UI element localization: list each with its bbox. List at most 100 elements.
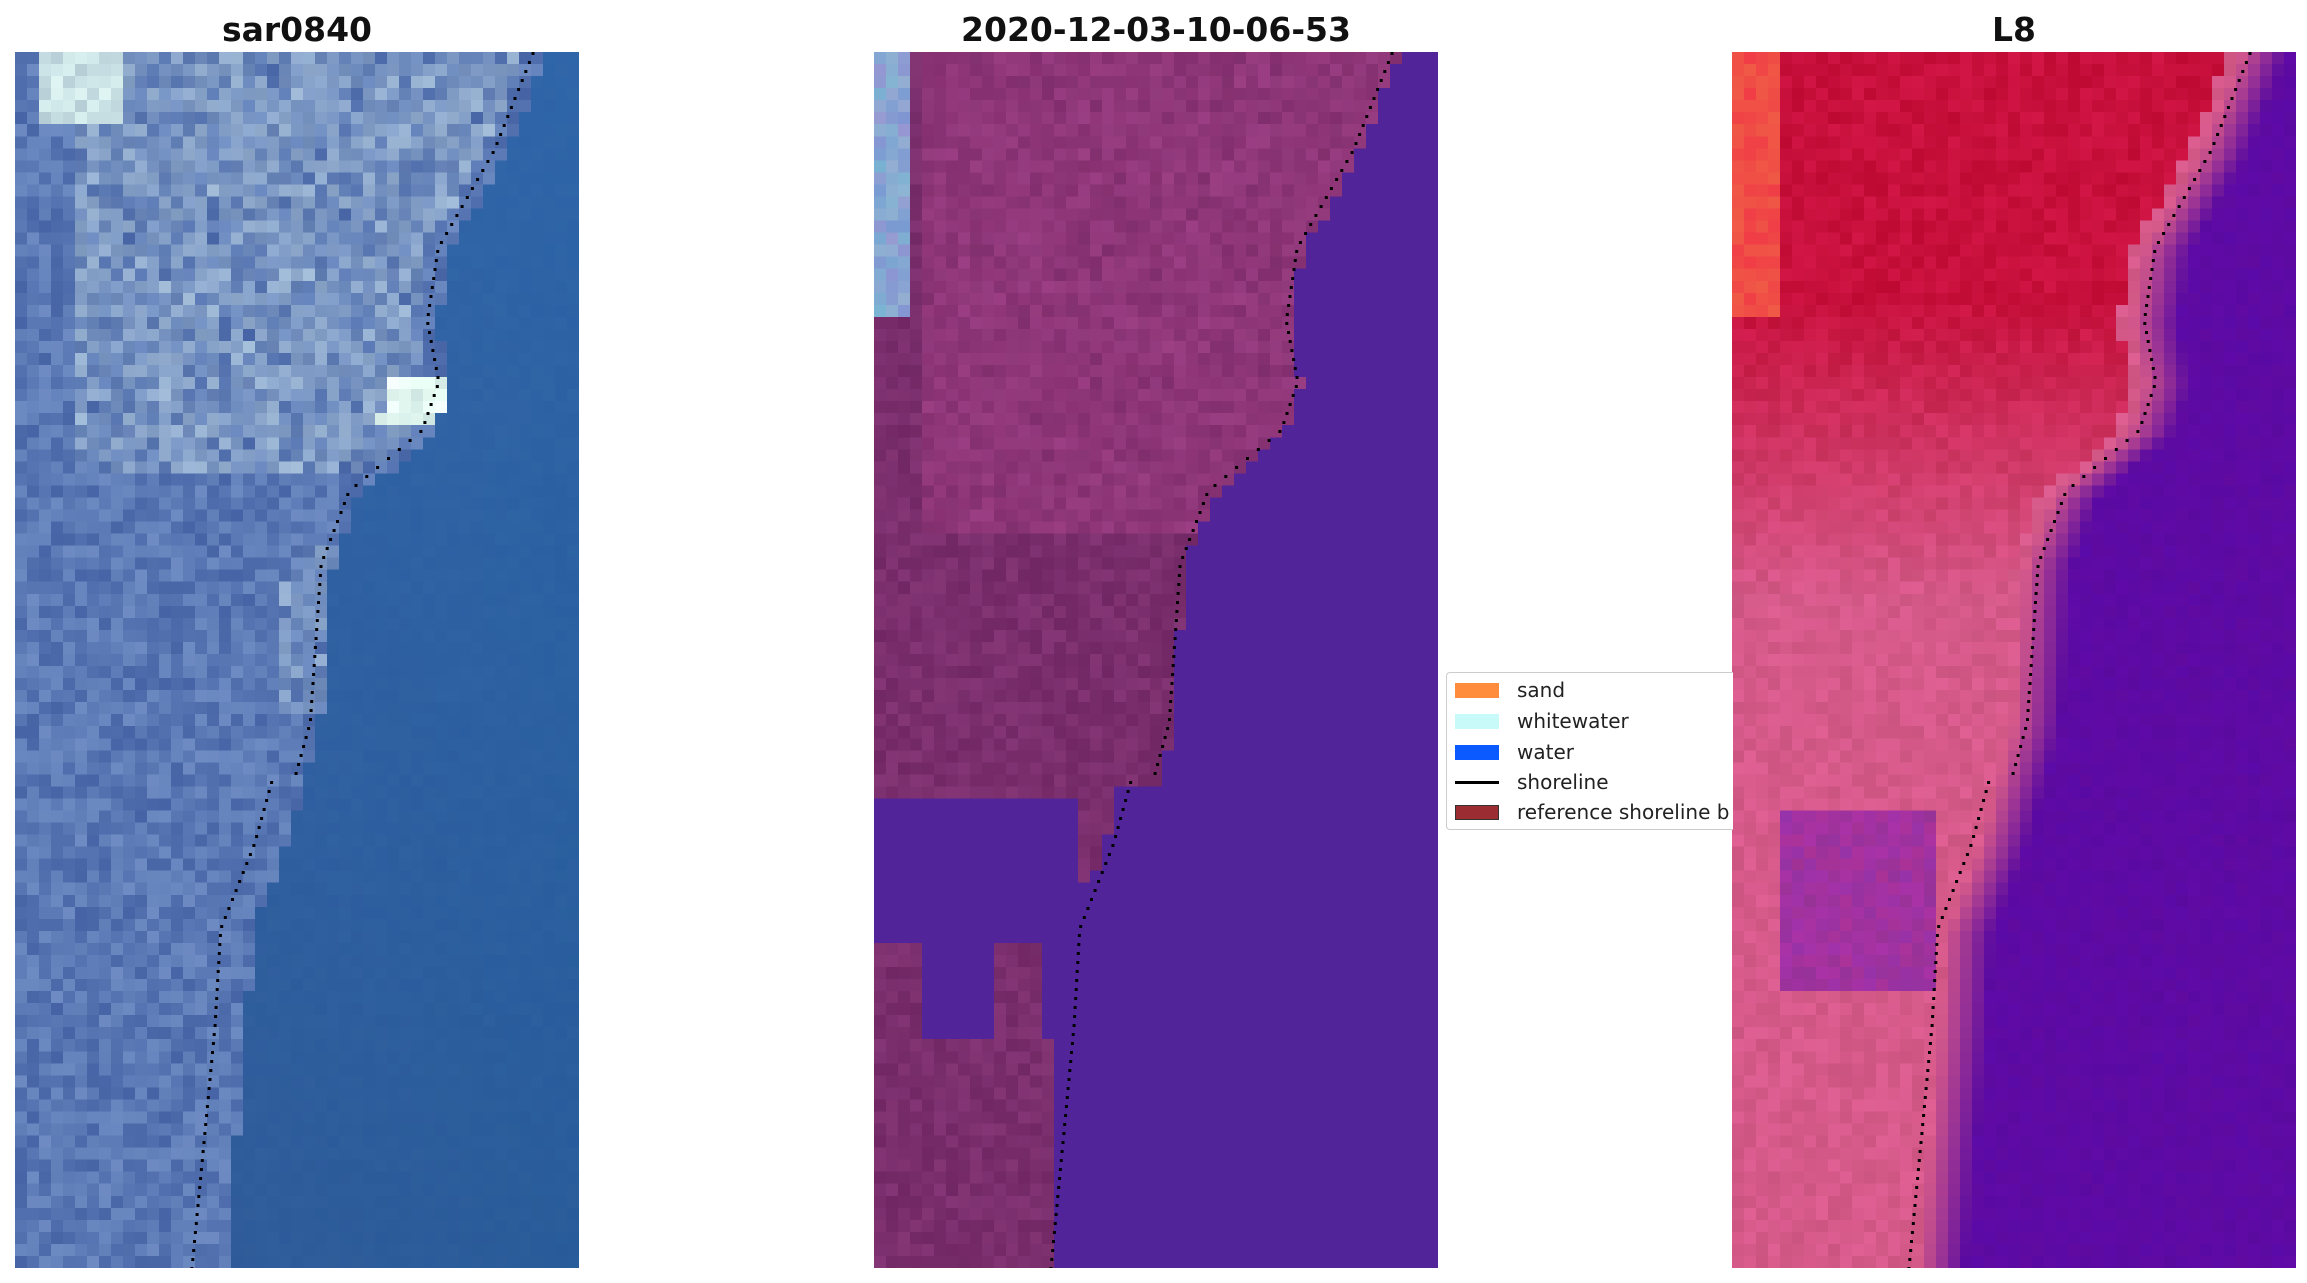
shoreline-dot <box>1195 520 1198 523</box>
shoreline-dot <box>1169 700 1173 703</box>
shoreline-dot <box>212 1033 216 1036</box>
shoreline-dot <box>1059 1159 1063 1162</box>
shoreline-dot <box>465 196 469 199</box>
shoreline-dot <box>195 1213 199 1216</box>
shoreline-dot <box>193 1240 196 1243</box>
shoreline-dot <box>2032 628 2036 631</box>
shoreline-dot <box>1928 1051 1931 1054</box>
shoreline-dot <box>1293 259 1297 262</box>
shoreline-dot <box>1124 799 1128 802</box>
shoreline-dot <box>387 457 390 460</box>
shoreline-dot <box>470 187 474 190</box>
shoreline-dot <box>1205 493 1209 496</box>
shoreline-dot <box>423 421 427 424</box>
shoreline-dot <box>1075 970 1079 973</box>
shoreline-dot <box>1062 1132 1066 1135</box>
shoreline-dot <box>319 565 323 568</box>
shoreline-dot <box>199 1177 203 1180</box>
shoreline-dot <box>1288 295 1292 298</box>
shoreline-dot <box>346 493 350 496</box>
shoreline-dot <box>2162 232 2166 235</box>
shoreline-dot <box>1926 1069 1930 1072</box>
shoreline-dot <box>314 637 318 640</box>
shoreline-dot <box>1948 898 1951 901</box>
shoreline-dot <box>2049 529 2053 532</box>
classified-image-panel <box>874 52 1438 1268</box>
water-swatch <box>1455 744 1499 760</box>
shoreline-dot <box>2104 457 2107 460</box>
shoreline-dot <box>1345 160 1349 163</box>
shoreline-dot <box>1198 511 1202 514</box>
shoreline-dot <box>1288 403 1292 406</box>
shoreline-dot <box>216 970 220 973</box>
shoreline-dot <box>1053 1222 1057 1225</box>
shoreline-dot <box>339 511 343 514</box>
shoreline-dot <box>198 1186 202 1189</box>
shoreline-dot <box>202 1141 206 1144</box>
shoreline-dot <box>2193 178 2197 181</box>
shoreline-dot <box>2039 556 2043 559</box>
shoreline-dot <box>342 502 346 505</box>
shoreline-dot <box>1911 1222 1915 1225</box>
shoreline-dot <box>1335 178 1339 181</box>
legend-item-sand: sand <box>1455 677 1565 703</box>
index-image <box>1732 52 2296 1268</box>
shoreline-dot <box>2093 466 2097 469</box>
shoreline-dot <box>1176 601 1179 604</box>
shoreline-dot <box>194 1222 198 1225</box>
shoreline-dot <box>1054 1213 1058 1216</box>
shoreline-dot <box>1097 880 1101 883</box>
shoreline-dot <box>1073 1006 1077 1009</box>
shoreline-dot <box>255 835 259 838</box>
shoreline-dot <box>310 700 314 703</box>
shoreline-dot <box>214 1006 218 1009</box>
shoreline-dot <box>436 250 440 253</box>
shoreline-overlay-classified <box>1049 52 1394 1268</box>
shoreline-dot <box>213 1024 217 1027</box>
shoreline-dot <box>1068 1069 1072 1072</box>
shoreline-dot <box>1907 1267 1911 1268</box>
shoreline-dot <box>2151 259 2155 262</box>
shoreline-dot <box>1126 790 1130 793</box>
shoreline-dot <box>365 475 369 478</box>
shoreline-dot <box>439 241 443 244</box>
shoreline-dot <box>376 466 380 469</box>
shoreline-dot <box>206 1096 210 1099</box>
shoreline-dot <box>1931 1015 1935 1018</box>
shoreline-dot <box>315 628 319 631</box>
shoreline-dot <box>1919 1141 1923 1144</box>
shoreline-dot <box>2035 583 2039 586</box>
shoreline-dot <box>1979 808 1983 811</box>
shoreline-dot <box>434 259 438 262</box>
shoreline-dot <box>1314 214 1318 217</box>
shoreline-dot <box>322 556 326 559</box>
shoreline-dot <box>2026 718 2029 721</box>
shoreline-dot <box>1933 979 1937 982</box>
shoreline-dot <box>2145 331 2148 334</box>
shoreline-dot <box>2177 205 2181 208</box>
shoreline-dot <box>506 115 510 118</box>
shoreline-dot <box>2152 385 2156 388</box>
shoreline-dot <box>2208 151 2212 154</box>
shoreline-dot <box>509 106 513 109</box>
shoreline-dot <box>1074 988 1078 991</box>
shoreline-dot <box>433 268 437 271</box>
shoreline-dot <box>310 691 314 694</box>
shoreline-dot <box>426 313 430 316</box>
shoreline-dot <box>201 1150 205 1153</box>
shoreline-dot <box>2182 196 2186 199</box>
shoreline-dot <box>2016 754 2020 757</box>
shoreline-dot <box>450 223 454 226</box>
shoreline-dot <box>2034 592 2038 595</box>
shoreline-dot <box>2150 268 2154 271</box>
shoreline-dot <box>1267 439 1271 442</box>
shoreline-dot <box>1361 124 1365 127</box>
shoreline-dot <box>227 907 231 910</box>
shoreline-dot <box>1958 871 1962 874</box>
shoreline-dot <box>2212 142 2216 145</box>
legend-label-reference-shoreline: reference shoreline b <box>1517 800 1730 824</box>
shoreline-dot <box>231 898 234 901</box>
shoreline-dot <box>1951 889 1955 892</box>
index-image-panel <box>1732 52 2296 1268</box>
shoreline-dot <box>2053 520 2056 523</box>
